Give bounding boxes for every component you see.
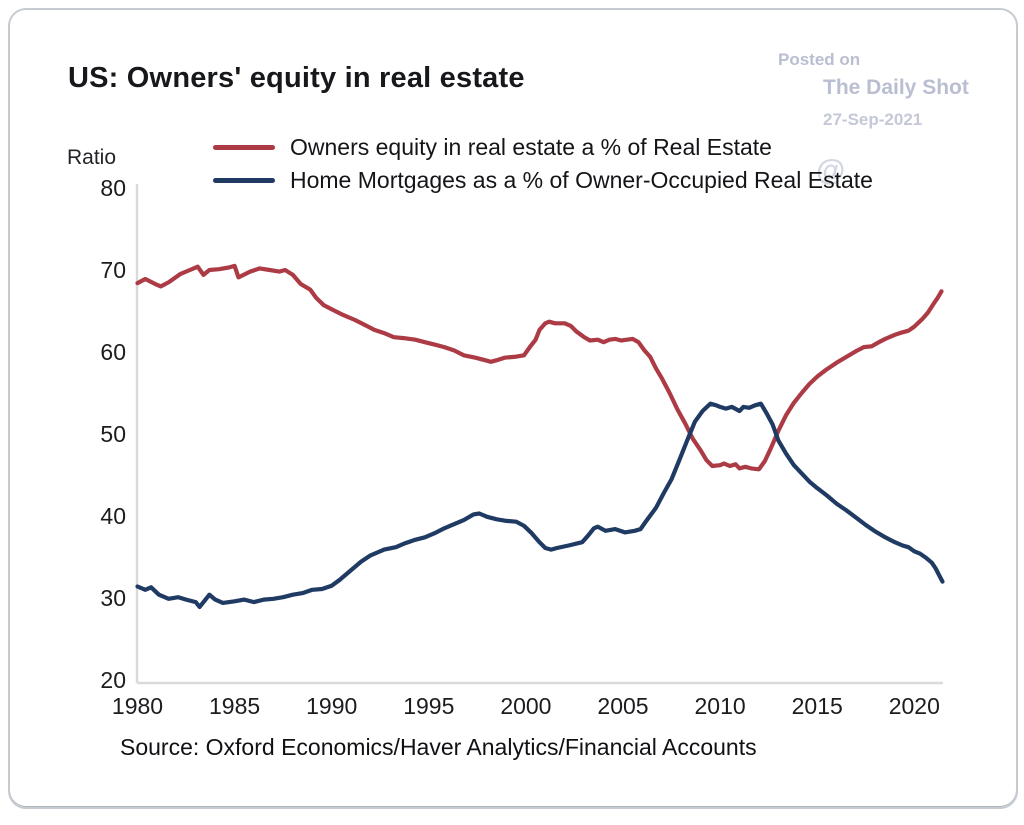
x-tick-label: 1980 — [112, 693, 163, 719]
legend-label-owners-equity: Owners equity in real estate a % of Real… — [290, 134, 772, 160]
y-tick-label: 70 — [100, 257, 126, 283]
x-tick-label: 2005 — [597, 693, 648, 719]
x-tick-label: 2015 — [792, 693, 843, 719]
x-tick-label: 2000 — [500, 693, 551, 719]
series-line-home-mortgages — [135, 401, 945, 610]
y-tick-label: 30 — [100, 585, 126, 611]
y-tick-label: 80 — [100, 175, 126, 201]
series-line-owners-equity — [135, 263, 944, 472]
y-tick-label: 60 — [100, 339, 126, 365]
legend: Owners equity in real estate a % of Real… — [213, 131, 873, 197]
y-tick-label: 50 — [100, 421, 126, 447]
watermark-posted-on: Posted on — [778, 50, 861, 69]
legend-swatch-blue-line-icon — [213, 178, 275, 183]
at-circle-watermark-icon: @ — [816, 154, 846, 187]
x-tick-label: 2020 — [889, 693, 940, 719]
watermark-site-name: The Daily Shot — [823, 76, 969, 99]
legend-item-owners-equity: Owners equity in real estate a % of Real… — [213, 131, 873, 164]
y-tick-label: 40 — [100, 503, 126, 529]
page-title: US: Owners' equity in real estate — [68, 62, 525, 94]
y-tick-label: 20 — [100, 667, 126, 693]
legend-item-home-mortgages: Home Mortgages as a % of Owner-Occupied … — [213, 164, 873, 197]
x-tick-label: 1990 — [306, 693, 357, 719]
chart-card: US: Owners' equity in real estate Posted… — [8, 8, 1018, 809]
y-axis-title: Ratio — [67, 146, 117, 169]
legend-label-home-mortgages: Home Mortgages as a % of Owner-Occupied … — [290, 167, 873, 193]
x-tick-label: 1985 — [209, 693, 260, 719]
legend-swatch-red-line-icon — [213, 145, 275, 150]
source-note: Source: Oxford Economics/Haver Analytics… — [120, 734, 757, 760]
x-tick-label: 2010 — [695, 693, 746, 719]
watermark-date: 27-Sep-2021 — [823, 110, 923, 129]
x-tick-label: 1995 — [403, 693, 454, 719]
